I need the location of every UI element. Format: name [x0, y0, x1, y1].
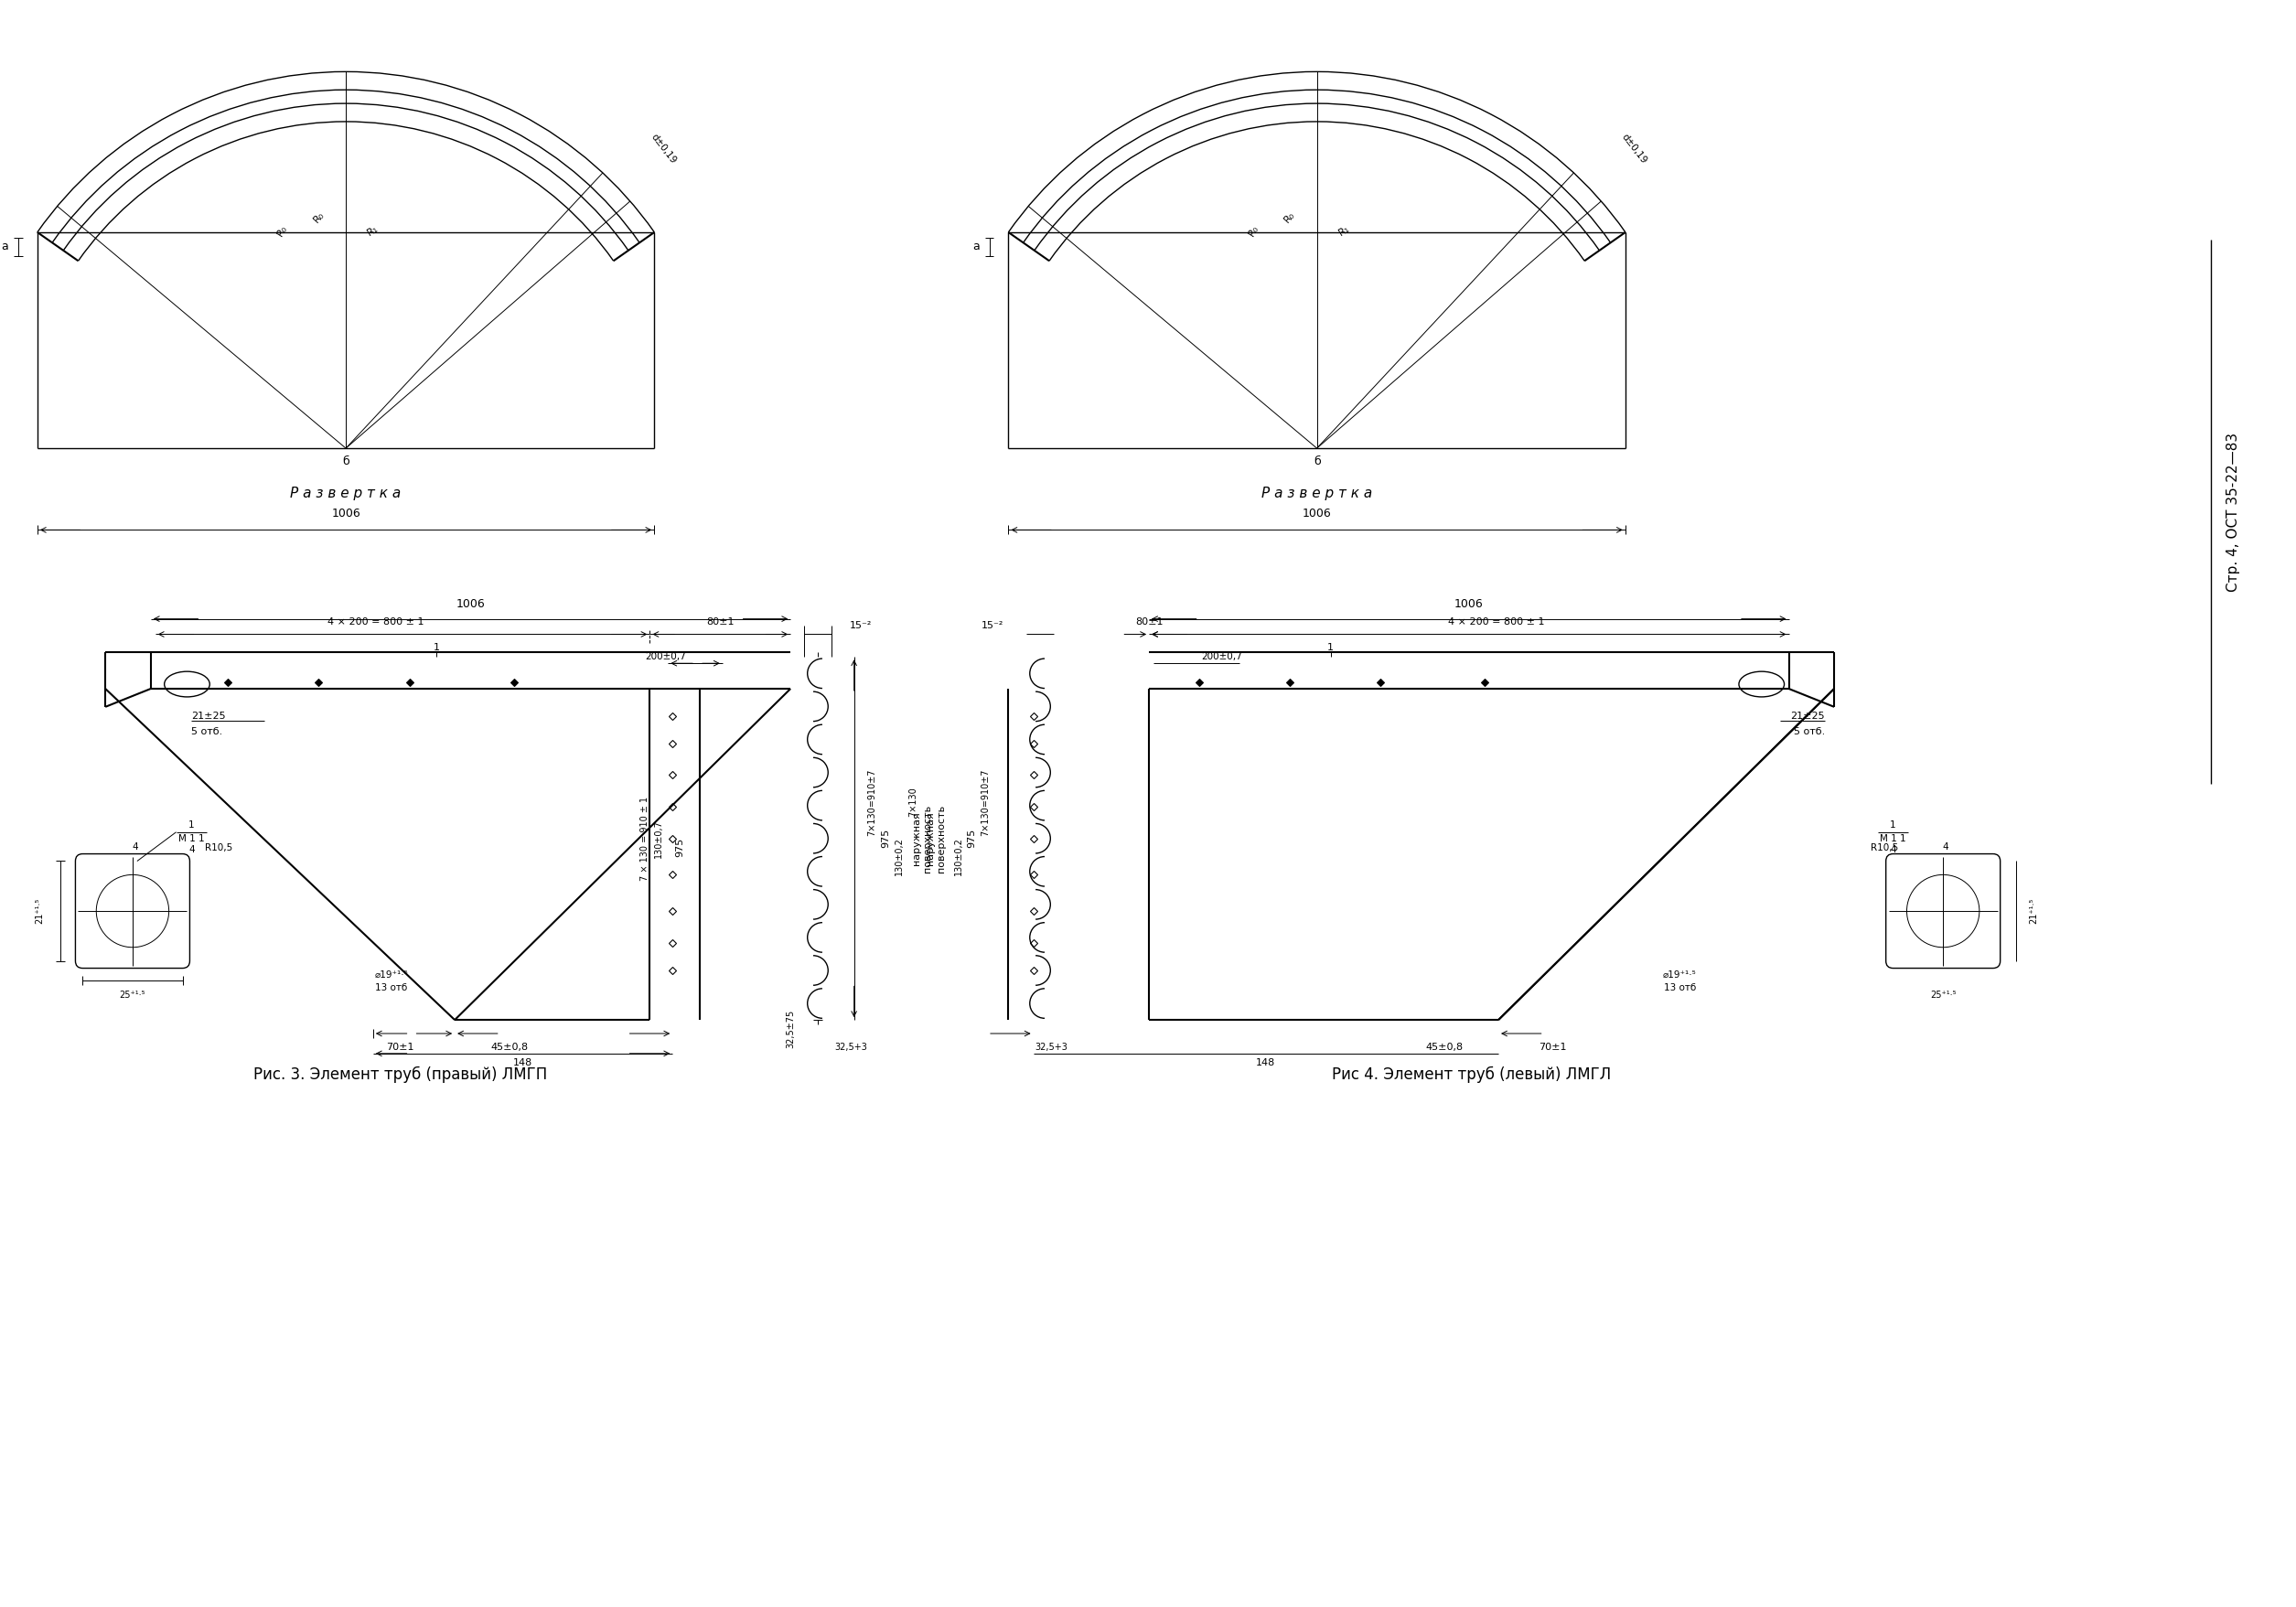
Text: б: б [1313, 456, 1320, 468]
Text: наружная
поверхность: наружная поверхность [925, 805, 946, 873]
Text: 15⁻²: 15⁻² [850, 620, 872, 630]
Text: 975: 975 [882, 829, 891, 848]
Text: ⌀19⁺¹·⁵: ⌀19⁺¹·⁵ [374, 971, 409, 979]
Text: 25⁺¹·⁵: 25⁺¹·⁵ [119, 992, 145, 1000]
Text: 148: 148 [1256, 1057, 1277, 1067]
Text: 21±25: 21±25 [191, 712, 225, 720]
Text: 4: 4 [1890, 845, 1896, 853]
Text: R₀: R₀ [1283, 209, 1297, 223]
Text: R₀: R₀ [1247, 223, 1261, 238]
Text: 1006: 1006 [1453, 598, 1483, 611]
Text: 32,5+3: 32,5+3 [833, 1043, 868, 1051]
Text: R₁: R₁ [1336, 223, 1352, 238]
Text: 21⁺¹·⁵: 21⁺¹·⁵ [2030, 898, 2039, 924]
Text: 7 × 130 = 910 ± 1: 7 × 130 = 910 ± 1 [641, 797, 650, 881]
Text: 45±0,8: 45±0,8 [491, 1043, 528, 1051]
Text: 130±0,2: 130±0,2 [895, 837, 905, 876]
Text: ⌀19⁺¹·⁵: ⌀19⁺¹·⁵ [1662, 971, 1697, 979]
Text: 4 × 200 = 800 ± 1: 4 × 200 = 800 ± 1 [326, 617, 422, 627]
Text: 130±0,7: 130±0,7 [654, 820, 664, 858]
Text: R10,5: R10,5 [204, 844, 232, 852]
Text: 7×130: 7×130 [909, 787, 918, 816]
Text: 975: 975 [675, 837, 684, 857]
Text: 4: 4 [1942, 842, 1949, 852]
Text: 21⁺¹·⁵: 21⁺¹·⁵ [34, 898, 44, 924]
Text: 4: 4 [133, 842, 138, 852]
Text: Стр. 4, ОСТ 35-22—83: Стр. 4, ОСТ 35-22—83 [2227, 432, 2241, 591]
Text: 130±0,2: 130±0,2 [953, 837, 962, 876]
Text: б: б [342, 456, 349, 468]
Text: 13 отб: 13 отб [1665, 983, 1697, 993]
Text: 80±1: 80±1 [707, 617, 735, 627]
Text: 5 отб.: 5 отб. [1793, 726, 1825, 736]
Text: 975: 975 [967, 829, 976, 848]
Text: 7×130=910±7: 7×130=910±7 [980, 768, 990, 836]
Text: 7×130=910±7: 7×130=910±7 [868, 768, 877, 836]
Text: a: a [971, 241, 980, 252]
Text: 32,5+3: 32,5+3 [1035, 1043, 1068, 1051]
Text: 4 × 200 = 800 ± 1: 4 × 200 = 800 ± 1 [1449, 617, 1545, 627]
Text: 5 отб.: 5 отб. [191, 726, 223, 736]
Text: наружная
поверхность: наружная поверхность [912, 805, 932, 873]
Text: d±0,19: d±0,19 [650, 132, 677, 166]
Text: 1006: 1006 [331, 508, 360, 519]
Text: Рис 4. Элемент труб (левый) ЛМГЛ: Рис 4. Элемент труб (левый) ЛМГЛ [1332, 1065, 1612, 1083]
Text: 1006: 1006 [457, 598, 484, 611]
Text: R₁: R₁ [365, 223, 381, 238]
Text: 80±1: 80±1 [1134, 617, 1164, 627]
Text: 21±25: 21±25 [1791, 712, 1825, 720]
Text: Р а з в е р т к а: Р а з в е р т к а [1261, 487, 1373, 500]
Text: 1: 1 [434, 643, 441, 652]
Text: 1: 1 [1890, 820, 1896, 829]
Text: 70±1: 70±1 [1538, 1043, 1566, 1051]
Text: 200±0,7: 200±0,7 [1201, 652, 1242, 662]
Text: 1: 1 [188, 820, 195, 829]
Text: 15⁻²: 15⁻² [980, 620, 1003, 630]
Text: 32,5±75: 32,5±75 [785, 1009, 794, 1048]
Text: 45±0,8: 45±0,8 [1426, 1043, 1463, 1051]
Text: 1006: 1006 [1302, 508, 1332, 519]
Text: 70±1: 70±1 [386, 1043, 413, 1051]
Text: 4: 4 [188, 845, 195, 853]
Text: Рис. 3. Элемент труб (правый) ЛМГП: Рис. 3. Элемент труб (правый) ЛМГП [253, 1065, 546, 1083]
Text: Р а з в е р т к а: Р а з в е р т к а [289, 487, 402, 500]
Text: R10,5: R10,5 [1871, 844, 1899, 852]
Text: M 1 1: M 1 1 [1880, 834, 1906, 844]
Text: 1: 1 [1327, 643, 1334, 652]
Text: 200±0,7: 200±0,7 [645, 652, 687, 662]
Text: R₀: R₀ [276, 223, 289, 238]
Text: a: a [0, 241, 9, 252]
Text: 148: 148 [512, 1057, 533, 1067]
Text: 13 отб: 13 отб [374, 983, 406, 993]
Text: 25⁺¹·⁵: 25⁺¹·⁵ [1931, 992, 1956, 1000]
Text: M 1 1: M 1 1 [179, 834, 204, 844]
Text: R₀: R₀ [312, 209, 326, 223]
Text: d±0,19: d±0,19 [1619, 132, 1649, 166]
